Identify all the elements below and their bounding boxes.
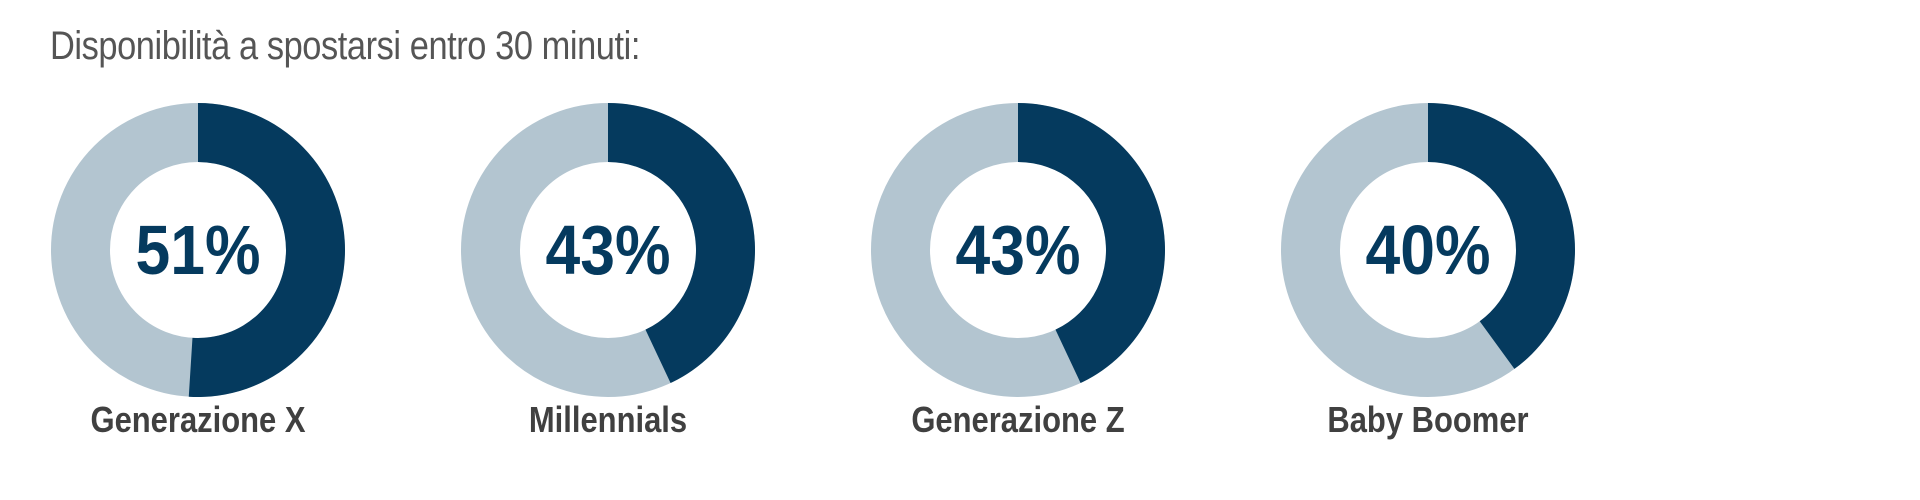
donut-generazione-x: 51% Generazione X <box>51 103 346 441</box>
donut-value-slice <box>188 103 346 398</box>
donut-value-slice <box>1428 103 1575 369</box>
category-label: Millennials <box>529 401 687 441</box>
chart-title: Disponibilità a spostarsi entro 30 minut… <box>50 24 640 68</box>
donut-generazione-z: 43% Generazione Z <box>871 103 1165 441</box>
category-label: Generazione Z <box>911 401 1124 441</box>
donut-value-slice <box>1018 103 1165 384</box>
percentage-label: 43% <box>546 211 671 289</box>
category-label: Baby Boomer <box>1327 401 1528 441</box>
donut-millennials: 43% Millennials <box>461 103 755 441</box>
percentage-label: 40% <box>1366 211 1491 289</box>
donut-value-slice <box>608 103 755 384</box>
percentage-label: 51% <box>136 211 261 289</box>
donut-baby-boomer: 40% Baby Boomer <box>1281 103 1575 441</box>
percentage-label: 43% <box>956 211 1081 289</box>
category-label: Generazione X <box>91 401 307 441</box>
